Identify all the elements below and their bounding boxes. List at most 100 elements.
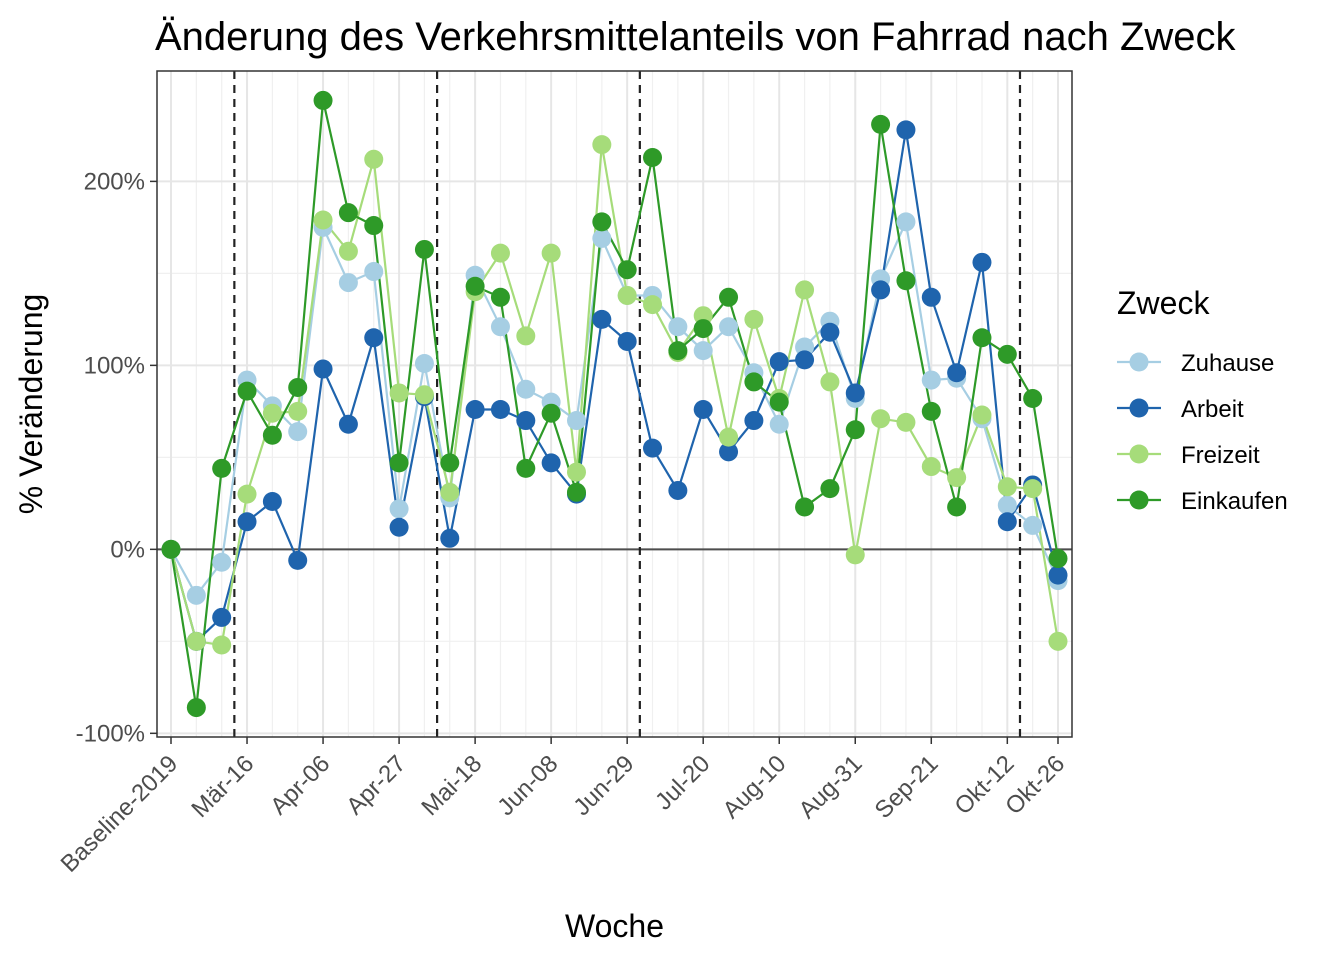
data-point-zuhause xyxy=(1023,515,1043,535)
legend: Zweck Zuhause Arbeit Freizeit Einkaufen xyxy=(1117,285,1288,515)
data-point-einkaufen xyxy=(313,90,333,110)
series-line-zuhause xyxy=(170,218,1059,598)
x-tick-label: Aug-10 xyxy=(718,750,792,824)
panel-border xyxy=(156,70,1073,738)
data-point-zuhause xyxy=(997,495,1017,515)
data-point-arbeit xyxy=(896,120,916,140)
data-point-arbeit xyxy=(440,528,460,548)
data-point-zuhause xyxy=(516,379,536,399)
x-tick-label: Sep-21 xyxy=(870,750,944,824)
data-point-arbeit xyxy=(465,400,485,420)
data-point-freizeit xyxy=(313,210,333,230)
series-line-einkaufen xyxy=(169,100,1060,708)
data-point-freizeit xyxy=(566,462,586,482)
legend-key-point xyxy=(1129,444,1149,464)
data-point-einkaufen xyxy=(237,381,257,401)
x-tick-label: Jun-29 xyxy=(568,750,639,821)
data-point-einkaufen xyxy=(845,420,865,440)
data-point-zuhause xyxy=(389,499,409,519)
data-point-einkaufen xyxy=(617,260,637,280)
plot-panel xyxy=(156,70,1073,738)
data-point-arbeit xyxy=(617,331,637,351)
data-point-einkaufen xyxy=(212,458,232,478)
data-point-zuhause xyxy=(212,552,232,572)
data-point-freizeit xyxy=(338,241,358,261)
data-point-freizeit xyxy=(541,243,561,263)
x-tick-label: Jul-20 xyxy=(650,750,715,815)
data-point-arbeit xyxy=(997,512,1017,532)
legend-label: Freizeit xyxy=(1181,442,1260,469)
data-point-einkaufen xyxy=(516,458,536,478)
data-point-arbeit xyxy=(668,480,688,500)
data-point-einkaufen xyxy=(338,203,358,223)
legend-key-point xyxy=(1129,398,1149,418)
legend-key-point xyxy=(1129,490,1149,510)
legend-label: Arbeit xyxy=(1181,396,1244,423)
x-tick-label: Apr-27 xyxy=(341,750,411,820)
data-point-einkaufen xyxy=(389,453,409,473)
data-point-arbeit xyxy=(643,438,663,458)
data-point-freizeit xyxy=(972,405,992,425)
data-point-freizeit xyxy=(921,457,941,477)
legend-title: Zweck xyxy=(1117,285,1210,321)
data-point-arbeit xyxy=(1048,565,1068,585)
data-point-arbeit xyxy=(795,350,815,370)
data-point-freizeit xyxy=(490,243,510,263)
data-point-arbeit xyxy=(845,383,865,403)
data-point-arbeit xyxy=(947,363,967,383)
data-point-zuhause xyxy=(592,228,612,248)
data-point-arbeit xyxy=(921,287,941,307)
x-axis-title: Woche xyxy=(565,908,664,944)
data-point-zuhause xyxy=(896,212,916,232)
data-point-freizeit xyxy=(1023,479,1043,499)
data-point-einkaufen xyxy=(871,114,891,134)
data-point-einkaufen xyxy=(414,239,434,259)
data-point-zuhause xyxy=(338,273,358,293)
data-point-freizeit xyxy=(414,385,434,405)
data-point-freizeit xyxy=(237,484,257,504)
data-point-arbeit xyxy=(820,322,840,342)
data-point-einkaufen xyxy=(465,276,485,296)
x-tick-label: Jun-08 xyxy=(492,750,563,821)
y-axis-title: % Veränderung xyxy=(13,294,49,515)
x-tick-label: Mai-18 xyxy=(416,750,487,821)
data-point-arbeit xyxy=(212,607,232,627)
data-point-freizeit xyxy=(516,326,536,346)
legend-key-point xyxy=(1129,352,1149,372)
x-tick-label: Baseline-2019 xyxy=(56,750,184,878)
data-point-zuhause xyxy=(769,414,789,434)
data-point-zuhause xyxy=(921,370,941,390)
data-point-zuhause xyxy=(414,354,434,374)
data-point-zuhause xyxy=(693,341,713,361)
data-point-arbeit xyxy=(769,352,789,372)
data-point-einkaufen xyxy=(490,287,510,307)
data-point-einkaufen xyxy=(668,341,688,361)
data-point-freizeit xyxy=(186,631,206,651)
data-point-freizeit xyxy=(896,412,916,432)
data-point-zuhause xyxy=(186,585,206,605)
data-point-einkaufen xyxy=(947,497,967,517)
data-point-arbeit xyxy=(693,400,713,420)
data-point-freizeit xyxy=(795,280,815,300)
data-point-arbeit xyxy=(490,400,510,420)
data-point-arbeit xyxy=(972,252,992,272)
data-point-einkaufen xyxy=(921,401,941,421)
data-point-einkaufen xyxy=(1023,388,1043,408)
data-point-einkaufen xyxy=(769,392,789,412)
chart-title: Änderung des Verkehrsmittelanteils von F… xyxy=(155,15,1237,59)
x-tick-label: Apr-06 xyxy=(265,750,335,820)
data-point-einkaufen xyxy=(1048,549,1068,569)
data-point-freizeit xyxy=(744,309,764,329)
y-tick-label: -100% xyxy=(76,720,145,747)
data-point-einkaufen xyxy=(744,372,764,392)
data-point-zuhause xyxy=(288,422,308,442)
data-point-arbeit xyxy=(288,550,308,570)
data-point-einkaufen xyxy=(566,482,586,502)
data-point-freizeit xyxy=(719,427,739,447)
data-point-arbeit xyxy=(389,517,409,537)
data-point-zuhause xyxy=(364,262,384,282)
data-point-einkaufen xyxy=(541,403,561,423)
data-point-einkaufen xyxy=(719,287,739,307)
data-point-einkaufen xyxy=(440,453,460,473)
data-point-freizeit xyxy=(820,372,840,392)
